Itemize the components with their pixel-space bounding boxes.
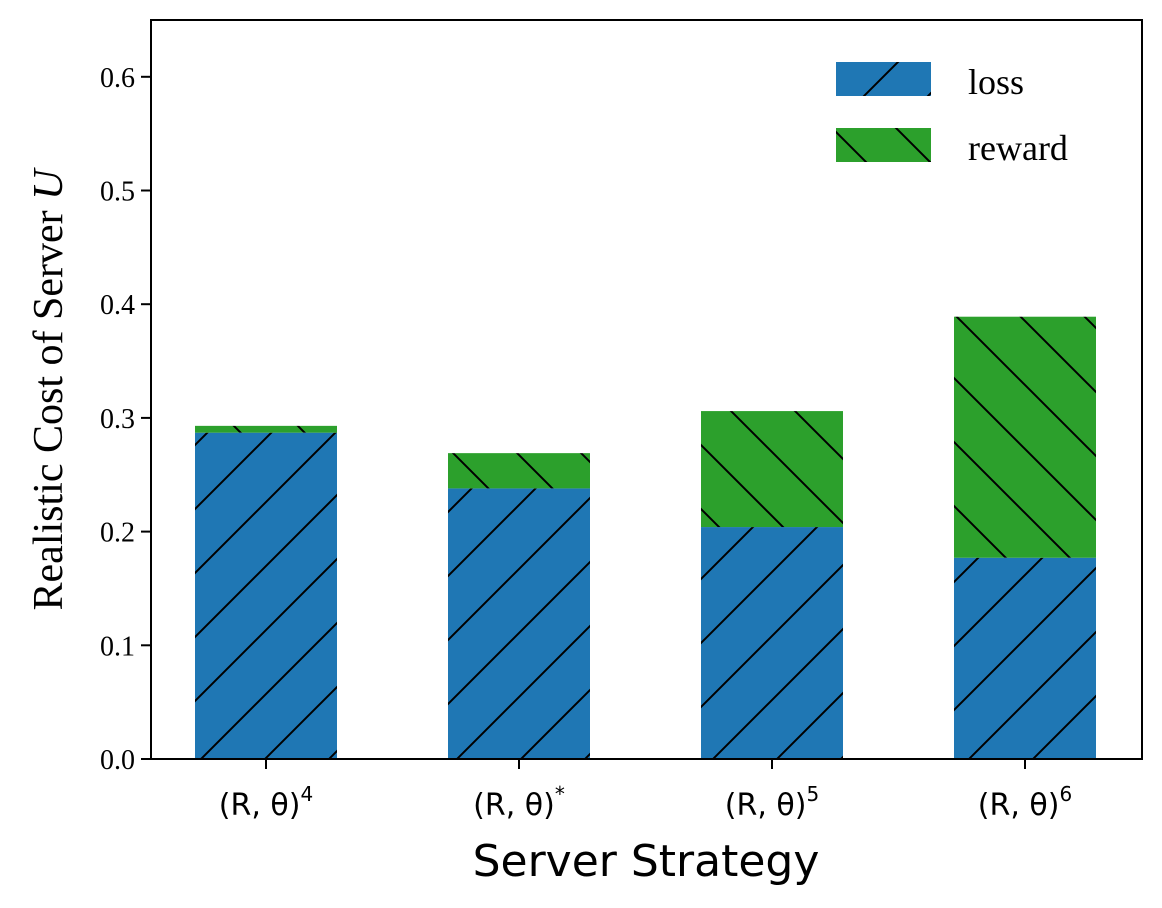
x-axis-title: Server Strategy — [473, 836, 820, 887]
legend-swatch-loss — [836, 62, 931, 96]
x-tick-label: (R, θ)5 — [725, 782, 819, 823]
y-axis-title-symbol: U — [26, 167, 72, 200]
x-tick-label: (R, θ)6 — [978, 782, 1072, 823]
y-tick-label: 0.2 — [100, 518, 135, 549]
bar-loss-3 — [701, 527, 843, 759]
y-tick-label: 0.6 — [100, 63, 135, 94]
bar-loss-1 — [195, 432, 337, 759]
y-axis: 0.0 0.1 0.2 0.3 0.4 0.5 0.6 — [100, 63, 151, 776]
y-tick-label: 0.5 — [100, 177, 135, 208]
x-tick-label: (R, θ)4 — [219, 782, 313, 823]
y-axis-title-text: Realistic Cost of Server — [26, 210, 72, 610]
plot-frame — [150, 19, 1143, 760]
x-tick-label: (R, θ)* — [473, 782, 565, 823]
bar-loss-2 — [448, 488, 590, 759]
y-axis-title: Realistic Cost of Server U — [26, 167, 72, 611]
bar-loss-4 — [954, 557, 1096, 759]
y-tick-label: 0.1 — [100, 631, 135, 662]
x-axis: (R, θ)4 (R, θ)* (R, θ)5 (R, θ)6 — [219, 759, 1072, 823]
legend: loss reward — [836, 62, 1068, 168]
bar-reward-3 — [701, 411, 843, 528]
legend-label-loss: loss — [968, 62, 1024, 102]
bar-reward-2 — [448, 453, 590, 489]
y-tick-label: 0.3 — [100, 404, 135, 435]
legend-label-reward: reward — [968, 128, 1068, 168]
y-tick-label: 0.4 — [100, 290, 135, 321]
bar-reward-1 — [195, 425, 337, 433]
legend-swatch-reward — [836, 128, 931, 162]
y-tick-label: 0.0 — [100, 745, 135, 776]
bar-reward-4 — [954, 316, 1096, 558]
bars-layer — [195, 316, 1096, 759]
